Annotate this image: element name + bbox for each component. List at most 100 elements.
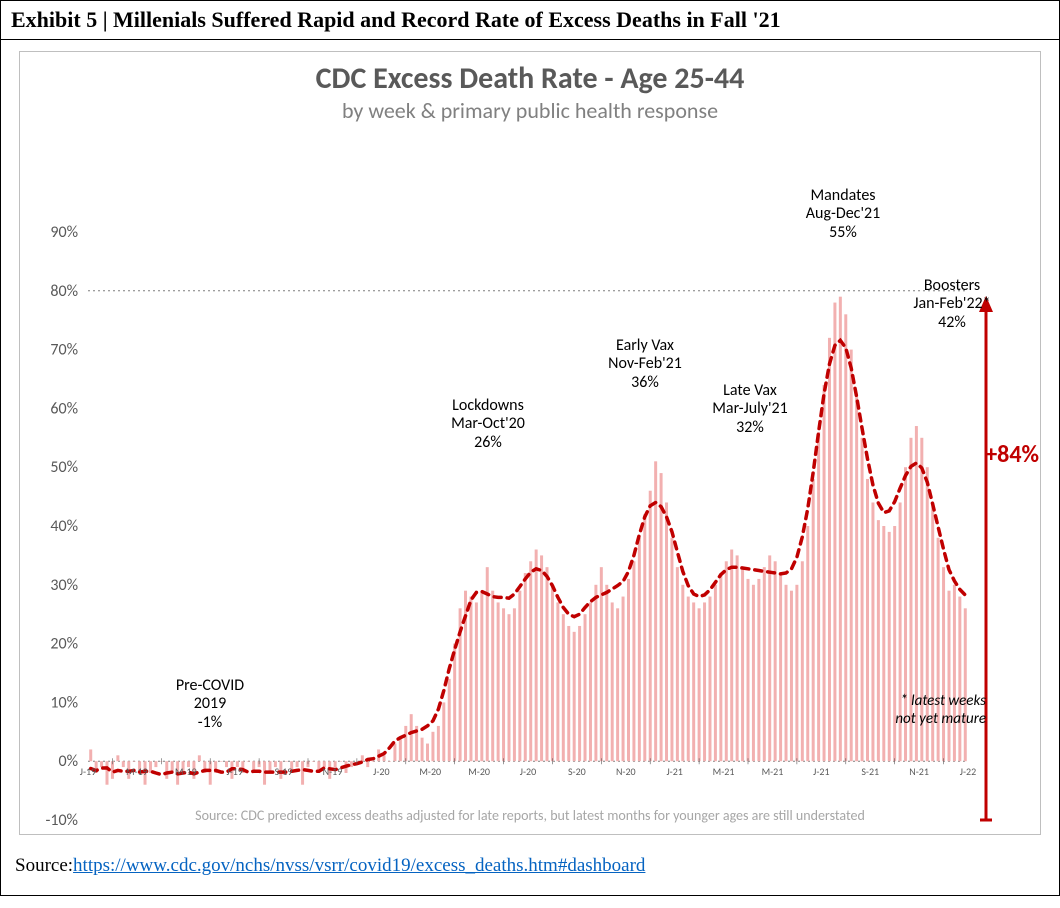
bar xyxy=(453,644,456,762)
bar xyxy=(366,761,369,767)
bar xyxy=(730,550,733,762)
annotation-latevax-line2: 32% xyxy=(690,419,810,437)
x-tick-label: M-21 xyxy=(713,765,735,778)
inner-source-note: Source: CDC predicted excess deaths adju… xyxy=(20,807,1040,824)
x-tick-label: J-21 xyxy=(813,765,829,778)
bar xyxy=(437,726,440,761)
x-tick-label: M-19 xyxy=(126,765,148,778)
annotation-latevax-line1: Mar-July'21 xyxy=(690,400,810,418)
bar xyxy=(964,608,967,761)
source-link[interactable]: https://www.cdc.gov/nchs/nvss/vsrr/covid… xyxy=(73,855,645,876)
bar xyxy=(806,526,809,761)
svg-text:70%: 70% xyxy=(50,341,78,360)
chart-subtitle: by week & primary public health response xyxy=(20,97,1040,124)
bar xyxy=(703,602,706,761)
bar xyxy=(725,561,728,761)
bar xyxy=(404,726,407,761)
x-tick-label: N-20 xyxy=(616,765,636,778)
bar xyxy=(850,350,853,762)
svg-text:80%: 80% xyxy=(50,282,78,301)
bar xyxy=(388,761,391,762)
x-tick-label: J-19 xyxy=(226,765,242,778)
bar xyxy=(296,761,299,767)
x-tick-label: J-20 xyxy=(520,765,536,778)
svg-text:50%: 50% xyxy=(50,458,78,477)
annotation-mandates-line1: Aug-Dec'21 xyxy=(778,205,908,223)
footnote-line2: not yet mature xyxy=(895,710,986,728)
bar xyxy=(958,597,961,762)
annotation-mandates-line2: 55% xyxy=(778,224,908,242)
exhibit-container: Exhibit 5 | Millenials Suffered Rapid an… xyxy=(0,0,1060,896)
bar xyxy=(372,761,375,762)
bar xyxy=(676,567,679,761)
annotation-lockdowns-line2: 26% xyxy=(428,434,548,452)
bar xyxy=(524,573,527,761)
annotation-earlyvax: Early VaxNov-Feb'2136% xyxy=(585,337,705,392)
bar xyxy=(632,561,635,761)
bar xyxy=(556,602,559,761)
x-tick-label: J-21 xyxy=(666,765,682,778)
bar xyxy=(584,614,587,761)
x-tick-label: M-19 xyxy=(175,765,197,778)
bar xyxy=(882,526,885,761)
annotation-precovid-line2: -1% xyxy=(150,714,270,732)
svg-text:30%: 30% xyxy=(50,576,78,595)
annotation-latevax: Late VaxMar-July'2132% xyxy=(690,382,810,437)
bar xyxy=(768,555,771,761)
bar xyxy=(535,550,538,762)
x-tick-label: J-19 xyxy=(80,765,96,778)
bar xyxy=(442,702,445,761)
bar xyxy=(855,397,858,762)
bar xyxy=(774,561,777,761)
bar xyxy=(431,732,434,761)
chart-title: CDC Excess Death Rate - Age 25-44 xyxy=(20,60,1040,97)
x-tick-label: J-22 xyxy=(960,765,976,778)
bar xyxy=(757,579,760,761)
bar xyxy=(491,591,494,762)
bar xyxy=(154,761,157,767)
bar xyxy=(551,585,554,761)
footnote-line1: * latest weeks xyxy=(900,692,986,710)
bar xyxy=(660,473,663,761)
bar xyxy=(573,632,576,761)
bar xyxy=(426,744,429,762)
bar xyxy=(546,567,549,761)
bar xyxy=(383,755,386,761)
bar xyxy=(122,761,125,767)
bar xyxy=(801,561,804,761)
bar xyxy=(475,602,478,761)
bar xyxy=(399,738,402,762)
bar xyxy=(714,585,717,761)
bar xyxy=(600,567,603,761)
bar xyxy=(507,614,510,761)
bar xyxy=(947,591,950,762)
bar xyxy=(643,514,646,761)
bar xyxy=(198,755,201,761)
bar xyxy=(220,761,223,762)
annotation-earlyvax-line1: Nov-Feb'21 xyxy=(585,355,705,373)
bar xyxy=(393,744,396,762)
chart-panel: CDC Excess Death Rate - Age 25-44 by wee… xyxy=(19,51,1041,835)
bar xyxy=(513,608,516,761)
x-tick-label: N-19 xyxy=(323,765,343,778)
bar xyxy=(529,561,532,761)
bar xyxy=(469,597,472,762)
percent-change-label: +84% xyxy=(985,440,1039,469)
bar xyxy=(687,597,690,762)
bar xyxy=(301,761,304,785)
svg-text:20%: 20% xyxy=(50,635,78,654)
bar xyxy=(888,532,891,761)
bar xyxy=(871,502,874,761)
bar xyxy=(817,432,820,761)
bar xyxy=(497,602,500,761)
bar xyxy=(719,573,722,761)
bar xyxy=(649,491,652,761)
bar xyxy=(779,573,782,761)
annotation-precovid-line0: Pre-COVID xyxy=(150,677,270,695)
outer-source: Source:https://www.cdc.gov/nchs/nvss/vsr… xyxy=(15,855,645,877)
svg-text:60%: 60% xyxy=(50,399,78,418)
bar xyxy=(611,602,614,761)
bar xyxy=(578,626,581,761)
bar xyxy=(812,479,815,761)
x-tick-label: S-21 xyxy=(861,765,879,778)
